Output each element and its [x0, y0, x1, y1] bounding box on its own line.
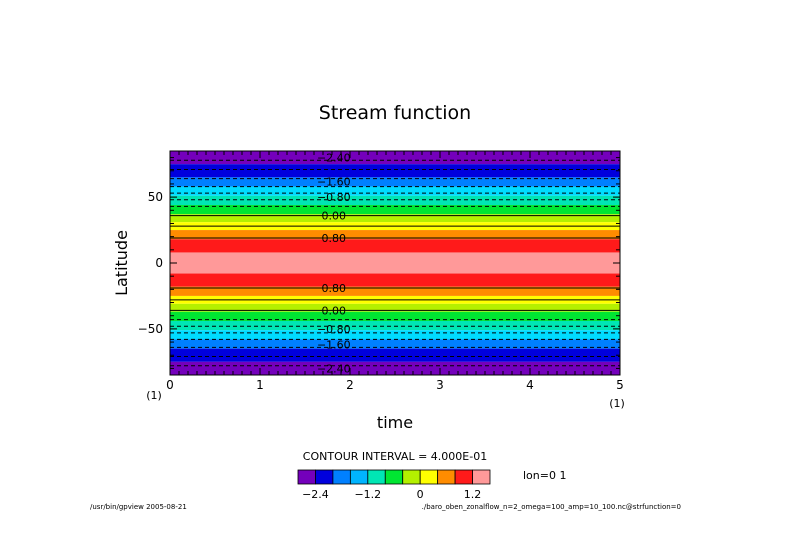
- colorbar: [297, 469, 491, 485]
- contour-band-0: [170, 151, 620, 165]
- colorbar-swatch-7: [419, 469, 439, 485]
- colorbar-swatch-0: [297, 469, 316, 485]
- contour-band-2: [170, 177, 620, 187]
- colorbar-swatch-3: [349, 469, 369, 485]
- colorbar-swatch-10: [472, 469, 491, 485]
- contour-labels: −2.40 −1.60 −0.80 0.00 0.80 0.80 0.00 −0.80 −1.6…: [317, 152, 351, 376]
- colorbar-tick-label-2: 0: [417, 488, 424, 501]
- colorbar-tick-labels: −2.4 −1.2 0 1.2: [302, 488, 481, 501]
- x-unit-mark-left: (1): [146, 389, 162, 402]
- axis-ticks: [169, 151, 621, 375]
- colorbar-tick-label-3: 1.2: [464, 488, 482, 501]
- contour-band-17: [170, 330, 620, 340]
- colorbar-tick-label-0: −2.4: [302, 488, 329, 501]
- y-axis-label: Latitude: [112, 230, 131, 296]
- contour-interval-text: CONTOUR INTERVAL = 4.000E-01: [303, 450, 487, 463]
- contour-band-10: [170, 252, 620, 274]
- colorbar-swatch-1: [315, 469, 334, 485]
- colorbar-swatch-5: [384, 469, 404, 485]
- contour-label-2: −0.80: [317, 191, 351, 204]
- contour-label-8: −1.60: [317, 339, 351, 352]
- longitude-annotation: lon=0 1: [523, 469, 566, 482]
- y-tick-label-1: 0: [155, 256, 163, 270]
- contour-label-7: −0.80: [317, 323, 351, 336]
- x-tick-label-5: 5: [616, 378, 624, 392]
- y-tick-label-0: 50: [148, 190, 163, 204]
- x-tick-label-4: 4: [526, 378, 534, 392]
- footer-program-date: /usr/bin/gpview 2005-08-21: [90, 503, 187, 511]
- contour-label-0: −2.40: [317, 152, 351, 165]
- colorbar-swatch-2: [332, 469, 351, 485]
- colorbar-tick-label-1: −1.2: [354, 488, 381, 501]
- colorbar-swatch-9: [454, 469, 473, 485]
- contour-label-4: 0.80: [322, 232, 347, 245]
- contour-band-14: [170, 303, 620, 312]
- footer-file-path: ./baro_oben_zonalflow_n=2_omega=100_amp=…: [422, 503, 681, 511]
- y-tick-label-2: −50: [138, 322, 163, 336]
- contour-band-20: [170, 361, 620, 375]
- x-tick-label-0: 0: [166, 378, 174, 392]
- x-tick-labels: 0 1 2 3 4 5: [166, 378, 624, 392]
- x-tick-label-3: 3: [436, 378, 444, 392]
- x-unit-mark-right: (1): [609, 397, 625, 410]
- contour-lines: [170, 159, 620, 367]
- contour-band-19: [170, 348, 620, 362]
- chart-title: Stream function: [319, 102, 471, 124]
- contour-fill-bands: [170, 151, 620, 375]
- contour-label-6: 0.00: [322, 304, 347, 317]
- contour-band-18: [170, 339, 620, 349]
- contour-band-15: [170, 311, 620, 321]
- contour-band-1: [170, 164, 620, 178]
- y-tick-labels: 50 0 −50: [138, 190, 163, 336]
- contour-band-16: [170, 320, 620, 331]
- x-tick-label-2: 2: [346, 378, 354, 392]
- contour-band-6: [170, 214, 620, 223]
- colorbar-swatch-6: [402, 469, 421, 485]
- contour-band-9: [170, 239, 620, 253]
- x-tick-label-1: 1: [256, 378, 264, 392]
- contour-label-1: −1.60: [317, 175, 351, 188]
- contour-label-9: −2.40: [317, 362, 351, 375]
- colorbar-swatch-8: [437, 469, 456, 485]
- colorbar-swatch-4: [367, 469, 386, 485]
- contour-band-3: [170, 186, 620, 196]
- contour-band-12: [170, 286, 620, 296]
- x-axis-label: time: [377, 413, 413, 432]
- contour-band-8: [170, 230, 620, 240]
- contour-label-5: 0.80: [322, 282, 347, 295]
- contour-label-3: 0.00: [322, 210, 347, 223]
- contour-band-5: [170, 205, 620, 215]
- contour-band-11: [170, 273, 620, 287]
- contour-band-4: [170, 195, 620, 206]
